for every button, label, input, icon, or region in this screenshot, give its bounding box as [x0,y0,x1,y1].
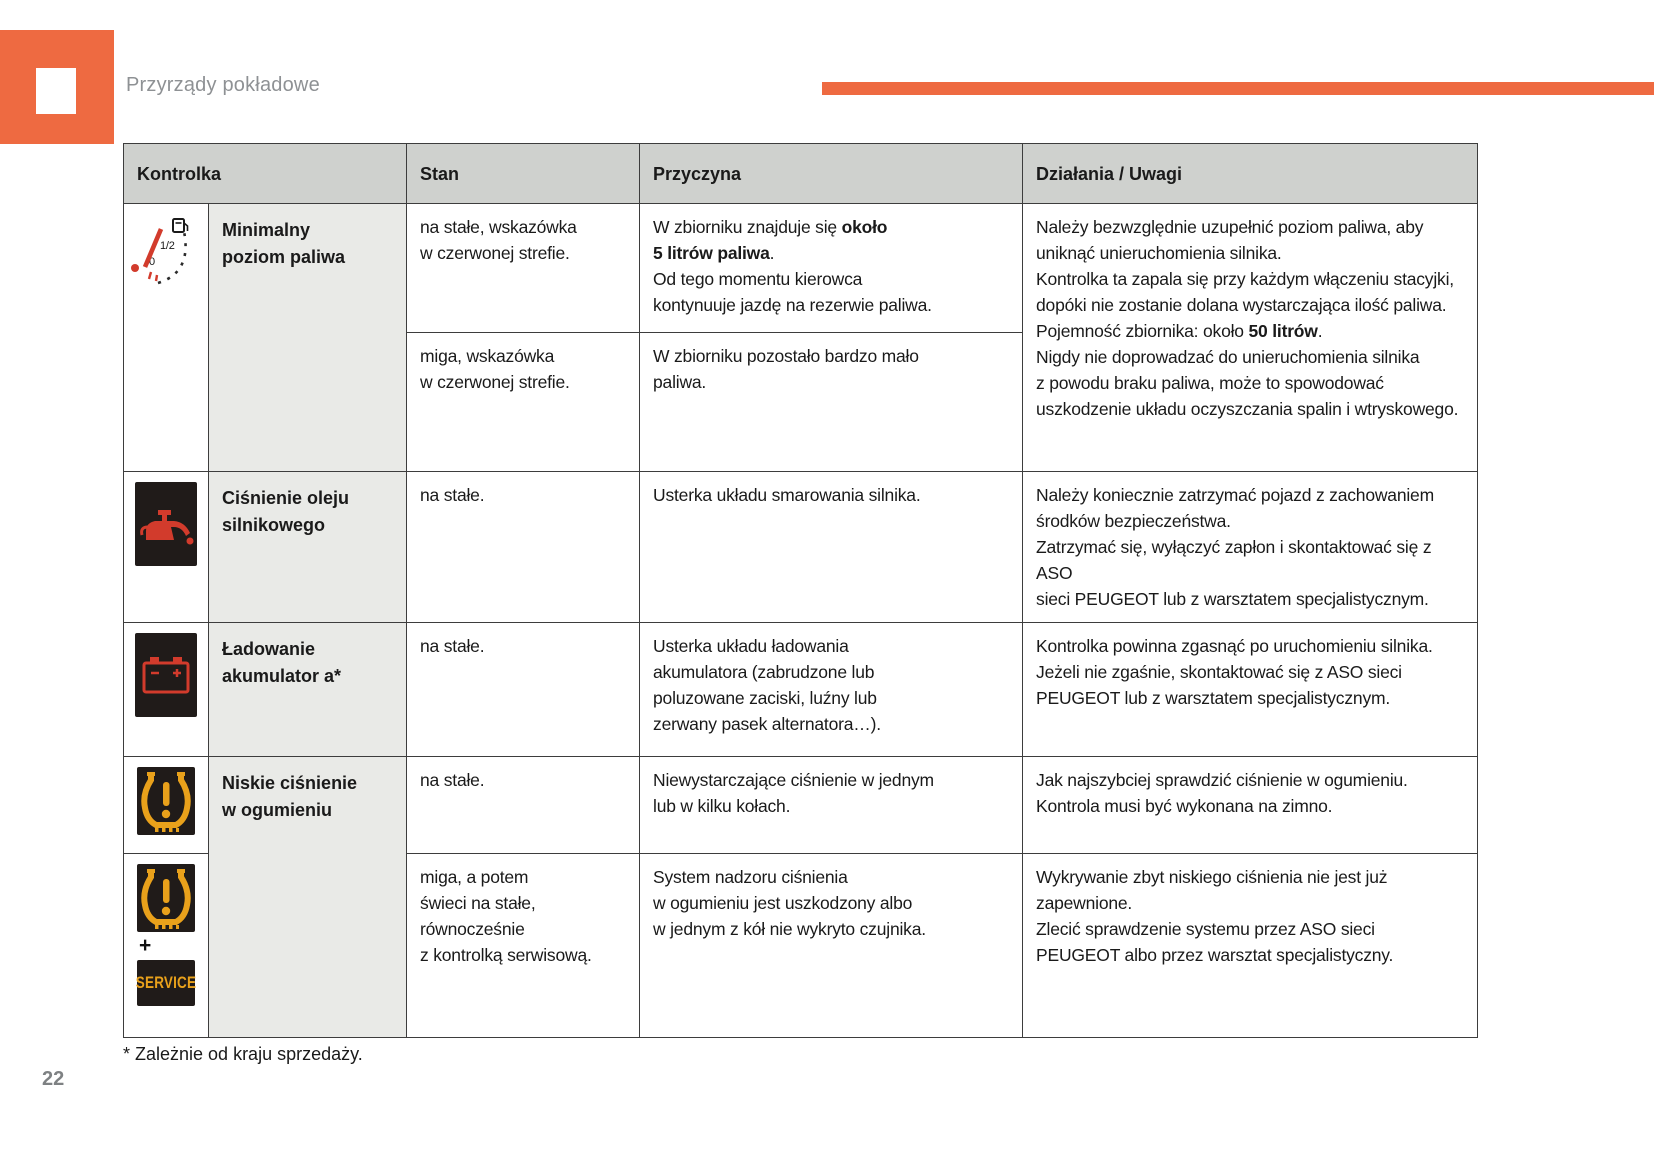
gauge-half-label: 1/2 [160,240,175,252]
col-header-stan: Stan [406,143,641,204]
indicator-name-fuel: Minimalny poziom paliwa [207,203,408,472]
fuel-sub2-przyczyna: W zbiorniku pozostało bardzo mało paliwa… [639,332,1024,472]
indicator-name-battery: Ładowanie akumulator a* [207,622,408,757]
fuel-gauge-icon: 1/2 0 [131,218,189,285]
battery-dzialania: Kontrolka powinna zgasnąć po uruchomieni… [1022,622,1479,757]
oil-stan: na stałe. [406,471,641,623]
tyre-sub2-dzialania: Wykrywanie zbyt niskiego ciśnienia nie j… [1022,853,1479,1038]
page-number: 22 [42,1068,65,1090]
battery-charge-icon-cell [123,622,209,757]
footnote: * Zależnie od kraju sprzedaży. [123,1044,363,1064]
tyre-sub2-stan: miga, a potem świeci na stałe, równocześ… [406,853,641,1038]
page-title: Przyrządy pokładowe [126,74,320,96]
row-tyre-sub1: Niskie ciśnienie w ogumieniu na stałe. N… [123,756,1479,1038]
tyre-pressure-icon [137,864,195,932]
battery-charge-icon [135,633,197,717]
tyre-pressure-icon-cell [123,756,209,854]
indicator-name-oil: Ciśnienie oleju silnikowego [207,471,408,623]
fuel-sub1-przyczyna: W zbiorniku znajduje się około 5 litrów … [639,203,1024,333]
fuel-sub2-stan: miga, wskazówka w czerwonej strefie. [406,332,641,472]
col-header-kontrolka: Kontrolka [122,143,408,204]
gauge-warning-dot [131,264,139,272]
tyre-service-icon-cell: + SERVICE [123,853,209,1038]
fuel-gauge-icon-cell: 1/2 0 [123,203,209,472]
col-header-dzialania: Działania / Uwagi [1022,143,1479,204]
oil-pressure-icon [135,482,197,566]
oil-pressure-icon-cell [123,471,209,623]
row-battery: Ładowanie akumulator a* na stałe. Usterk… [123,622,1479,757]
indicator-table: Kontrolka Stan Przyczyna Działania / Uwa… [122,143,1479,1038]
oil-dzialania: Należy koniecznie zatrzymać pojazd z zac… [1022,471,1479,623]
brand-corner-inner-square [36,68,76,114]
row-fuel-sub2: miga, wskazówka w czerwonej strefie. W z… [124,332,1478,472]
gauge-needle [142,228,164,268]
plus-sign: + [139,934,152,957]
row-fuel-sub1: 1/2 0 Minimalny poziom paliwa na stałe, w… [123,203,1479,472]
table-header-row: Kontrolka Stan Przyczyna Działania / Uwa… [122,143,1479,204]
brand-corner-block [0,30,114,144]
tyre-sub1-dzialania: Jak najszybciej sprawdzić ciśnienie w og… [1022,756,1479,854]
oil-przyczyna: Usterka układu smarowania silnika. [639,471,1024,623]
tyre-sub1-stan: na stałe. [406,756,641,854]
service-icon-label: SERVICE [135,973,197,992]
battery-przyczyna: Usterka układu ładowania akumulatora (za… [639,622,1024,757]
service-icon: SERVICE [135,960,197,1006]
row-oil: Ciśnienie oleju silnikowego na stałe. Us… [123,471,1479,623]
gauge-zero-label: 0 [149,256,155,268]
tyre-sub1-przyczyna: Niewystarczające ciśnienie w jednym lub … [639,756,1024,854]
tyre-pressure-icon [137,767,195,835]
row-tyre-sub2: + SERVICE miga, a potem świeci na stałe, … [123,853,1479,1038]
fuel-sub1-stan: na stałe, wskazówka w czerwonej strefie. [406,203,641,333]
indicator-name-tyre: Niskie ciśnienie w ogumieniu [207,756,408,1038]
tyre-sub2-przyczyna: System nadzoru ciśnienia w ogumieniu jes… [639,853,1024,1038]
col-header-przyczyna: Przyczyna [639,143,1024,204]
header-accent-bar [822,82,1654,95]
battery-stan: na stałe. [406,622,641,757]
fuel-dzialania: Należy bezwzględnie uzupełnić poziom pal… [1022,203,1479,472]
